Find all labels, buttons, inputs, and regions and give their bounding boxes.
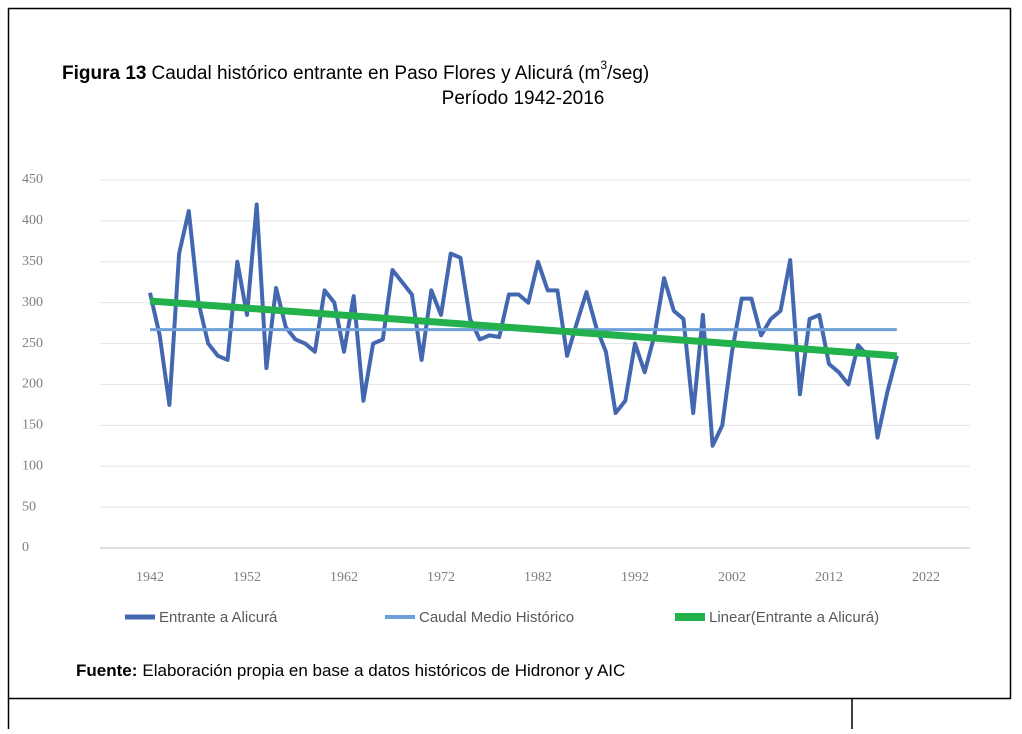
frame	[7, 7, 1012, 700]
title-label: Figura 13	[62, 63, 146, 84]
x-tick-label: 1952	[233, 570, 261, 585]
series-line	[149, 297, 898, 360]
x-tick-label: 1982	[524, 570, 552, 585]
legend-label: Caudal Medio Histórico	[419, 609, 574, 626]
y-tick-label: 250	[22, 336, 43, 351]
title: Figura 13 Caudal histórico entrante en Pa…	[62, 58, 649, 84]
x-tick-label: 1962	[330, 570, 358, 585]
legend-label: Linear(Entrante a Alicurá)	[709, 609, 879, 626]
subtitle: Período 1942-2016	[442, 88, 605, 109]
y-tick-label: 450	[22, 172, 43, 187]
x-tick-label: 1972	[427, 570, 455, 585]
y-tick-label: 300	[22, 295, 43, 310]
y-tick-label: 50	[22, 499, 36, 514]
x-tick-label: 2002	[718, 570, 746, 585]
title-text: Caudal histórico entrante en Paso Flores…	[151, 63, 600, 84]
x-tick-label: 1992	[621, 570, 649, 585]
y-tick-label: 350	[22, 254, 43, 269]
legend-label: Entrante a Alicurá	[159, 609, 278, 626]
title-superscript: 3	[600, 58, 607, 72]
y-tick-label: 0	[22, 540, 29, 555]
source-label: Fuente:	[76, 661, 137, 680]
y-tick-label: 400	[22, 213, 43, 228]
y-tick-label: 150	[22, 418, 43, 433]
x-tick-label: 1942	[136, 570, 164, 585]
source: Fuente: Elaboración propia en base a dato…	[76, 661, 625, 680]
y-tick-label: 200	[22, 377, 43, 392]
x-tick-label: 2012	[815, 570, 843, 585]
title-end: /seg)	[607, 63, 649, 84]
source-text: Elaboración propia en base a datos histó…	[142, 661, 625, 680]
x-tick-label: 2022	[912, 570, 940, 585]
series-line	[148, 202, 899, 448]
y-tick-label: 100	[22, 458, 43, 473]
